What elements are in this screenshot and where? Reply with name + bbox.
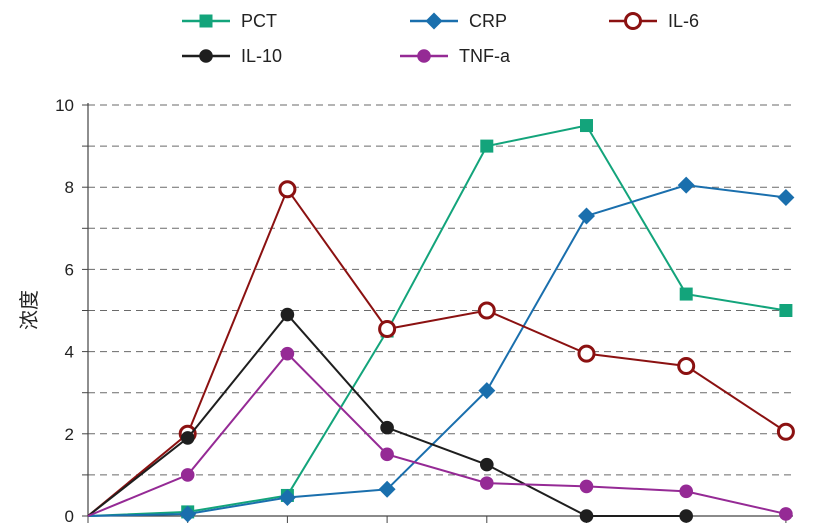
series-line-tnf-a xyxy=(87,352,787,517)
data-point-crp xyxy=(777,188,795,206)
data-point-tnf-a xyxy=(480,476,494,490)
data-point-tnf-a xyxy=(180,468,195,482)
legend-label: TNF-a xyxy=(459,46,511,66)
legend: PCT CRP IL-6 IL-10 TNF-a xyxy=(182,11,699,66)
y-tick-label: 4 xyxy=(65,343,74,362)
data-point-il-10 xyxy=(480,457,494,472)
y-tick-labels: 0 2 4 6 8 10 xyxy=(55,96,74,524)
legend-item-il-6: IL-6 xyxy=(609,11,699,31)
y-tick-label: 8 xyxy=(65,178,74,197)
data-point-crp xyxy=(278,489,296,507)
series-line-il-6 xyxy=(87,187,787,517)
data-point-tnf-a xyxy=(579,479,594,494)
data-point-crp xyxy=(677,176,695,194)
data-point-il-10 xyxy=(180,431,195,445)
data-point-tnf-a xyxy=(679,484,693,499)
series-line-pct xyxy=(87,124,787,517)
legend-item-pct: PCT xyxy=(182,11,277,31)
y-tick-label: 0 xyxy=(65,507,74,524)
data-point-il-10 xyxy=(280,307,295,322)
data-point-il-10 xyxy=(679,509,693,523)
data-point-crp xyxy=(179,505,197,523)
legend-marker xyxy=(199,14,213,28)
gridlines xyxy=(88,104,793,476)
data-point-il-6 xyxy=(577,344,596,363)
legend-label: CRP xyxy=(469,11,507,31)
data-point-pct xyxy=(679,287,693,301)
axes xyxy=(82,103,793,523)
legend-marker xyxy=(199,49,213,63)
data-point-il-6 xyxy=(776,422,795,441)
data-point-crp xyxy=(478,382,496,400)
y-tick-label: 2 xyxy=(65,425,74,444)
y-tick-label: 6 xyxy=(65,260,74,279)
legend-item-il-10: IL-10 xyxy=(182,46,282,66)
legend-label: IL-10 xyxy=(241,46,282,66)
data-point-il-6 xyxy=(278,180,297,199)
legend-marker xyxy=(425,12,443,30)
series-crp xyxy=(87,176,795,523)
data-point-il-6 xyxy=(677,356,696,375)
data-point-crp xyxy=(378,480,396,498)
series-line-crp xyxy=(87,184,787,517)
legend-item-tnf-a: TNF-a xyxy=(400,46,511,66)
series-tnf-a xyxy=(87,346,793,521)
data-point-il-10 xyxy=(579,509,594,523)
data-point-il-6 xyxy=(378,319,397,338)
legend-label: PCT xyxy=(241,11,277,31)
series-il-6 xyxy=(87,180,795,517)
legend-item-crp: CRP xyxy=(410,11,507,31)
y-tick-label: 10 xyxy=(55,96,74,115)
data-point-il-6 xyxy=(477,301,496,320)
data-point-crp xyxy=(578,207,595,225)
data-point-pct xyxy=(580,119,593,133)
legend-label: IL-6 xyxy=(668,11,699,31)
data-point-pct xyxy=(480,139,494,153)
legend-marker xyxy=(624,12,642,30)
data-point-pct xyxy=(779,304,793,317)
series-il-10 xyxy=(87,307,693,523)
data-point-tnf-a xyxy=(380,447,394,462)
data-point-il-10 xyxy=(380,420,394,435)
series-group xyxy=(87,119,795,523)
data-point-tnf-a xyxy=(280,346,295,361)
y-axis-label: 浓度 xyxy=(18,290,41,330)
legend-marker xyxy=(417,49,431,63)
data-point-tnf-a xyxy=(779,507,793,521)
